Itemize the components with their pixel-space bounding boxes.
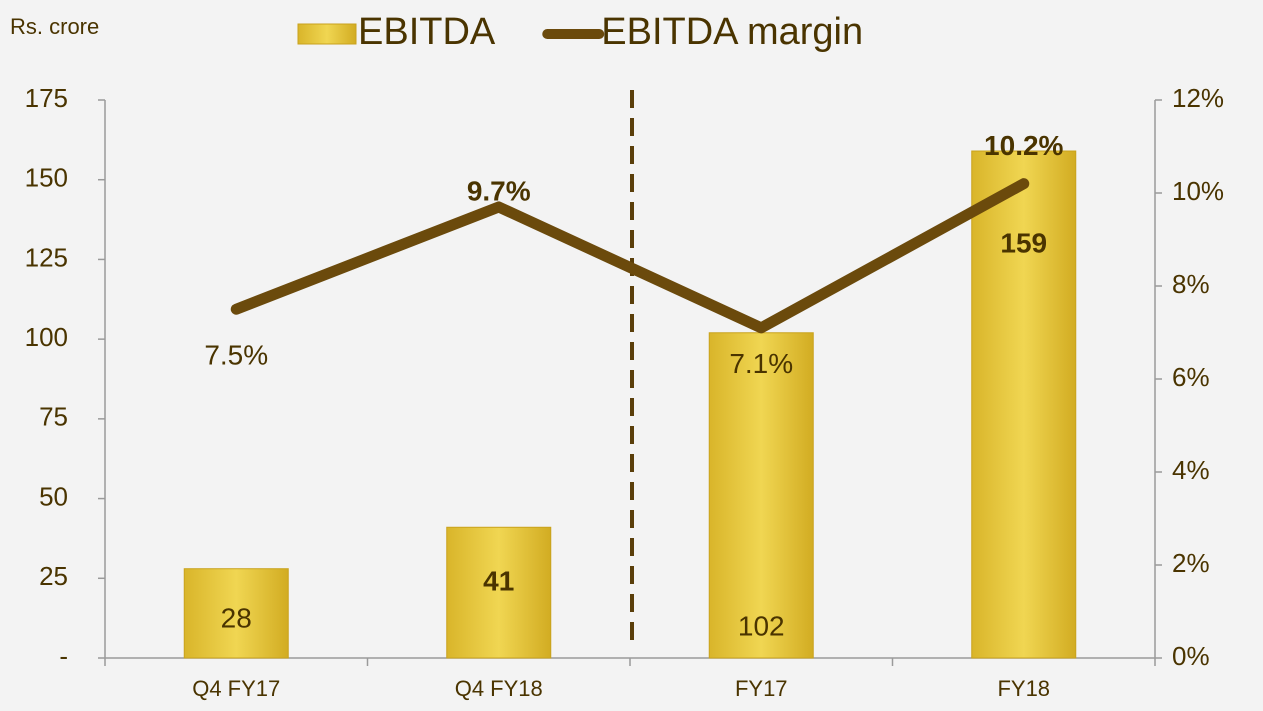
- y-tick-label: 100: [25, 322, 68, 352]
- legend-label: EBITDA margin: [601, 11, 863, 53]
- legend-swatch: [297, 23, 357, 45]
- legend-label: EBITDA: [358, 11, 496, 53]
- margin-line: [230, 178, 1030, 334]
- y2-tick-label: 6%: [1172, 362, 1210, 392]
- y2-tick-label: 2%: [1172, 548, 1210, 578]
- x-tick-label: Q4 FY18: [455, 676, 543, 701]
- x-tick-label: FY17: [735, 676, 788, 701]
- y-tick-label: 175: [25, 83, 68, 113]
- y2-tick-label: 12%: [1172, 83, 1224, 113]
- y2-tick-label: 0%: [1172, 641, 1210, 671]
- y-tick-label: 125: [25, 242, 68, 272]
- y-tick-label: 75: [39, 402, 68, 432]
- line-value-label: 9.7%: [467, 175, 531, 206]
- y-tick-label: 50: [39, 481, 68, 511]
- y-tick-label: -: [59, 641, 68, 671]
- line-value-label: 10.2%: [984, 130, 1063, 161]
- bar-value-label: 102: [738, 610, 785, 641]
- x-tick-label: FY18: [997, 676, 1050, 701]
- y2-tick-label: 4%: [1172, 455, 1210, 485]
- y-tick-label: 150: [25, 163, 68, 193]
- bar: [183, 568, 289, 659]
- y2-tick-label: 10%: [1172, 176, 1224, 206]
- y-axis-label: Rs. crore: [10, 14, 99, 39]
- bar-value-label: 159: [1000, 227, 1047, 258]
- bar-value-label: 41: [483, 565, 514, 596]
- x-tick-label: Q4 FY17: [192, 676, 280, 701]
- bar: [971, 150, 1077, 659]
- line-value-label: 7.1%: [729, 348, 793, 379]
- y2-tick-label: 8%: [1172, 269, 1210, 299]
- line-value-label: 7.5%: [204, 340, 268, 371]
- bar: [446, 526, 552, 659]
- bar: [708, 332, 814, 659]
- bar-value-label: 28: [221, 602, 252, 633]
- y-tick-label: 25: [39, 561, 68, 591]
